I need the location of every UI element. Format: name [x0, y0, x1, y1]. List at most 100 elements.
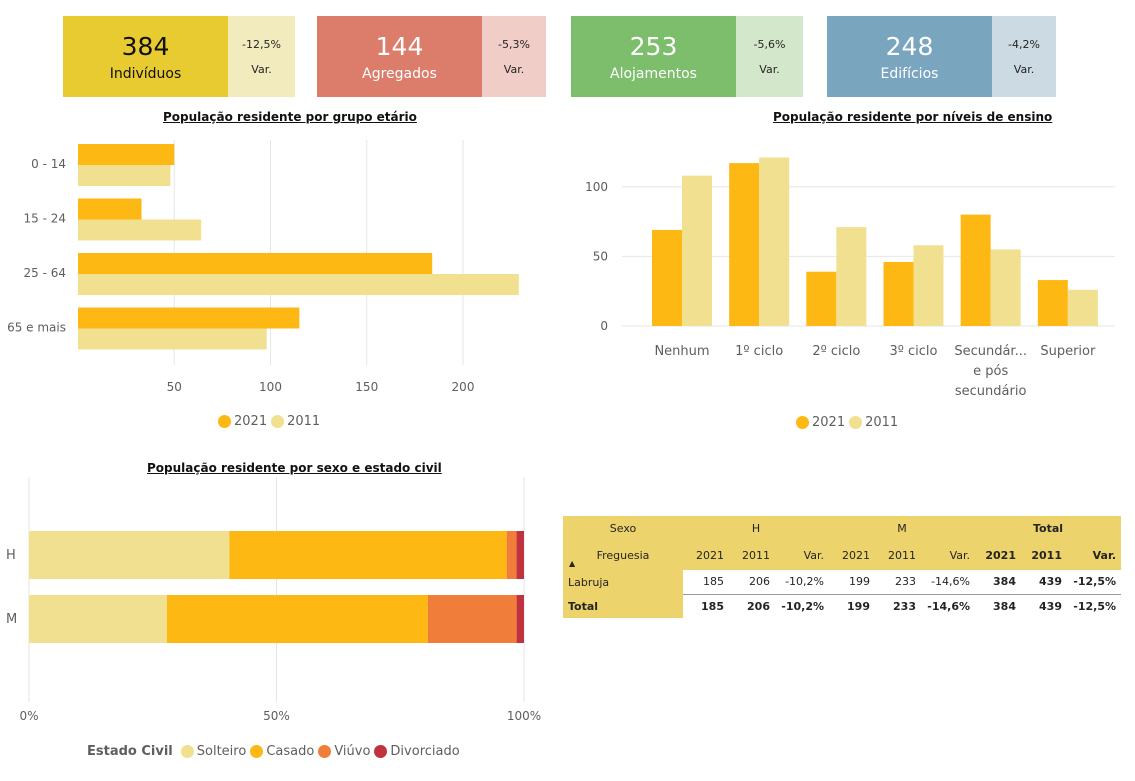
civil-status-legend[interactable]: Estado Civil Solteiro Casado Viúvo Divor…: [87, 744, 464, 759]
education-bar-chart[interactable]: 0 50 100 Nenhum 1º ciclo 2º ciclo 3º ciclo Secu…: [560, 125, 1130, 430]
cell: 185: [683, 593, 729, 618]
bar-2021: [960, 214, 991, 326]
subheader-m-2021[interactable]: 2021: [829, 540, 875, 570]
subheader-total-2021[interactable]: 2021: [975, 540, 1021, 570]
legend-label: Casado: [266, 744, 315, 759]
bar-2011: [1067, 289, 1098, 326]
y-category-label: 65 e mais: [7, 321, 66, 335]
legend-item-2011[interactable]: 2011: [849, 415, 898, 430]
bar-2021: [78, 307, 300, 329]
kpi-value: 144: [375, 31, 424, 61]
freguesia-header-label: Freguesia: [596, 548, 650, 562]
kpi-card-edificios: 248 Edifícios -4,2% Var.: [827, 16, 1056, 97]
education-chart-legend[interactable]: 2021 2011: [796, 415, 902, 430]
kpi-main: 248 Edifícios: [827, 16, 992, 97]
kpi-var-label: Var.: [251, 62, 272, 76]
bar-2011: [913, 245, 944, 326]
bar-2011: [78, 274, 519, 295]
kpi-label: Alojamentos: [610, 65, 697, 82]
legend-dot: [318, 745, 332, 758]
table-total-row[interactable]: Total 185 206 -10,2% 199 233 -14,6% 384 …: [563, 593, 1121, 618]
legend-item-divorciado[interactable]: Divorciado: [374, 744, 460, 759]
subheader-m-var[interactable]: Var.: [921, 540, 975, 570]
subheader-h-var[interactable]: Var.: [775, 540, 829, 570]
bar-Solteiro: [29, 595, 167, 643]
group-header-total[interactable]: Total: [975, 516, 1121, 540]
bar-Viúvo: [427, 595, 517, 643]
population-matrix-table: Sexo H M Total Freguesia ▲ 2021 2011 Var…: [563, 516, 1121, 618]
freguesia-header[interactable]: Freguesia ▲: [563, 540, 683, 570]
kpi-variation: -5,3% Var.: [482, 16, 546, 97]
x-category-label: 3º ciclo: [889, 344, 937, 359]
bar-2021: [1037, 280, 1068, 326]
legend-item-2021[interactable]: 2021: [218, 414, 267, 429]
subheader-h-2011[interactable]: 2011: [729, 540, 775, 570]
legend-label: 2011: [865, 415, 899, 430]
bar-Casado: [166, 595, 428, 643]
kpi-var-value: -5,3%: [498, 37, 530, 51]
kpi-var-label: Var.: [1013, 62, 1035, 76]
legend-label: 2021: [234, 414, 268, 429]
x-tick-label: 200: [452, 380, 475, 394]
kpi-var-value: -4,2%: [1008, 37, 1040, 51]
x-category-label: e pós: [973, 364, 1008, 379]
x-category-label: 2º ciclo: [812, 344, 860, 359]
y-tick-label: 0: [600, 319, 608, 333]
y-category-label: M: [6, 612, 17, 627]
cell: 439: [1021, 593, 1067, 618]
subheader-total-var[interactable]: Var.: [1067, 540, 1121, 570]
cell: 199: [829, 570, 875, 594]
row-label: Labruja: [563, 570, 683, 594]
kpi-label: Indivíduos: [109, 65, 182, 82]
age-group-chart-panel[interactable]: População residente por grupo etário 50 1…: [0, 100, 548, 445]
legend-item-2021[interactable]: 2021: [796, 415, 845, 430]
kpi-var-value: -5,6%: [753, 37, 786, 51]
bar-Divorciado: [516, 595, 524, 643]
subheader-m-2011[interactable]: 2011: [875, 540, 921, 570]
bar-2021: [78, 198, 142, 220]
legend-label: Viúvo: [334, 744, 371, 759]
civil-status-stacked-bar-chart[interactable]: 0% 50% 100% H M: [0, 477, 548, 752]
cell: 233: [875, 570, 921, 594]
y-category-label: 0 - 14: [31, 157, 66, 171]
subheader-total-2011[interactable]: 2011: [1021, 540, 1067, 570]
cell: 206: [729, 570, 775, 594]
legend-item-casado[interactable]: Casado: [250, 744, 314, 759]
x-tick-label: 50%: [263, 709, 290, 723]
bar-2011: [78, 219, 202, 241]
legend-item-2011[interactable]: 2011: [271, 414, 320, 429]
cell: 185: [683, 570, 729, 594]
legend-label: 2021: [812, 415, 846, 430]
kpi-card-agregados: 144 Agregados -5,3% Var.: [317, 16, 546, 97]
cell: -10,2%: [775, 593, 829, 618]
bar-Casado: [229, 531, 507, 579]
table-subheader-row: Freguesia ▲ 2021 2011 Var. 2021 2011 Var…: [563, 540, 1121, 570]
kpi-var-label: Var.: [503, 62, 525, 76]
bar-2011: [759, 157, 790, 326]
bar-2011: [682, 175, 712, 326]
civil-status-chart-panel[interactable]: População residente por sexo e estado ci…: [0, 452, 548, 777]
legend-dot: [250, 745, 264, 758]
x-tick-label: 100%: [507, 709, 541, 723]
group-header-m[interactable]: M: [829, 516, 975, 540]
education-chart-panel[interactable]: População residente por níveis de ensino…: [560, 100, 1130, 445]
x-tick-label: 0%: [19, 709, 38, 723]
age-chart-legend[interactable]: 2021 2011: [218, 414, 324, 429]
legend-dot: [796, 416, 809, 429]
table-row[interactable]: Labruja 185 206 -10,2% 199 233 -14,6% 38…: [563, 570, 1121, 594]
y-category-label: H: [6, 548, 16, 563]
x-category-label: Nenhum: [654, 344, 709, 359]
legend-dot: [180, 745, 194, 758]
group-header-h[interactable]: H: [683, 516, 829, 540]
legend-item-solteiro[interactable]: Solteiro: [180, 744, 246, 759]
legend-item-viuvo[interactable]: Viúvo: [318, 744, 370, 759]
kpi-value: 248: [885, 31, 934, 61]
age-group-bar-chart[interactable]: 50 100 150 200 0 - 14 15 - 24 25 - 64 65 e mais: [0, 125, 548, 435]
sort-ascending-icon[interactable]: ▲: [569, 559, 576, 568]
kpi-label: Edifícios: [880, 65, 939, 82]
kpi-label: Agregados: [362, 65, 437, 82]
subheader-h-2021[interactable]: 2021: [683, 540, 729, 570]
x-tick-label: 50: [167, 380, 182, 394]
x-category-label: Superior: [1040, 344, 1096, 359]
bar-2021: [78, 253, 433, 274]
